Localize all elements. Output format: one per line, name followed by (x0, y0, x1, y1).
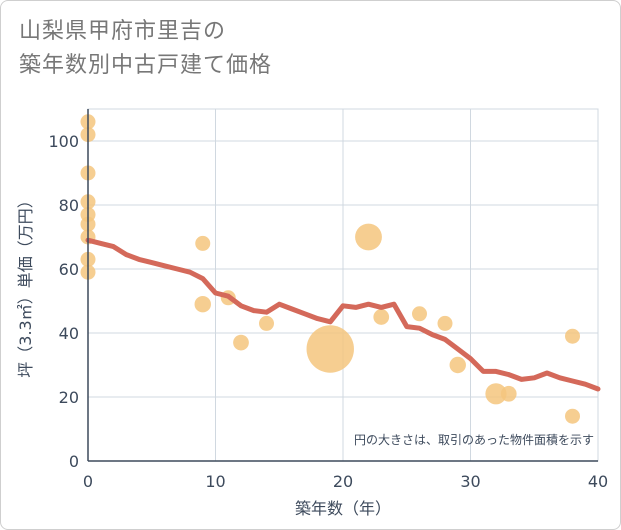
chart-title: 山梨県甲府市里吉の 築年数別中古戸建て価格 (19, 15, 272, 83)
trend-line (85, 237, 601, 392)
bubble-size-note: 円の大きさは、取引のあった物件面積を示す (354, 432, 594, 447)
y-tick-label: 20 (59, 388, 79, 407)
data-point (194, 295, 211, 313)
y-tick-label: 60 (59, 260, 79, 279)
y-tick-label: 40 (59, 324, 79, 343)
data-point (306, 325, 354, 373)
data-point (565, 408, 580, 424)
data-point (373, 309, 390, 325)
data-point (259, 315, 274, 331)
x-tick-label: 30 (460, 472, 480, 491)
data-point (500, 385, 517, 402)
chart-title-line-2: 築年数別中古戸建て価格 (19, 53, 273, 78)
data-point (449, 356, 466, 374)
y-tick-label: 0 (69, 452, 79, 471)
data-point (233, 334, 249, 351)
x-tick-label: 40 (588, 472, 608, 491)
data-point (355, 223, 382, 251)
y-tick-label: 80 (59, 196, 79, 215)
data-point (485, 383, 507, 405)
x-tick-label: 10 (205, 472, 225, 491)
x-axis-label: 築年数（年） (295, 499, 391, 518)
data-point (437, 315, 453, 331)
x-tick-label: 0 (83, 472, 93, 491)
y-axis-label: 坪（3.3㎡）単価（万円） (16, 192, 35, 377)
data-point (195, 235, 211, 251)
data-point (412, 306, 427, 322)
y-tick-label: 100 (48, 132, 79, 151)
chart-title-line-1: 山梨県甲府市里吉の (19, 19, 227, 44)
data-point (565, 328, 580, 344)
x-tick-label: 20 (333, 472, 353, 491)
